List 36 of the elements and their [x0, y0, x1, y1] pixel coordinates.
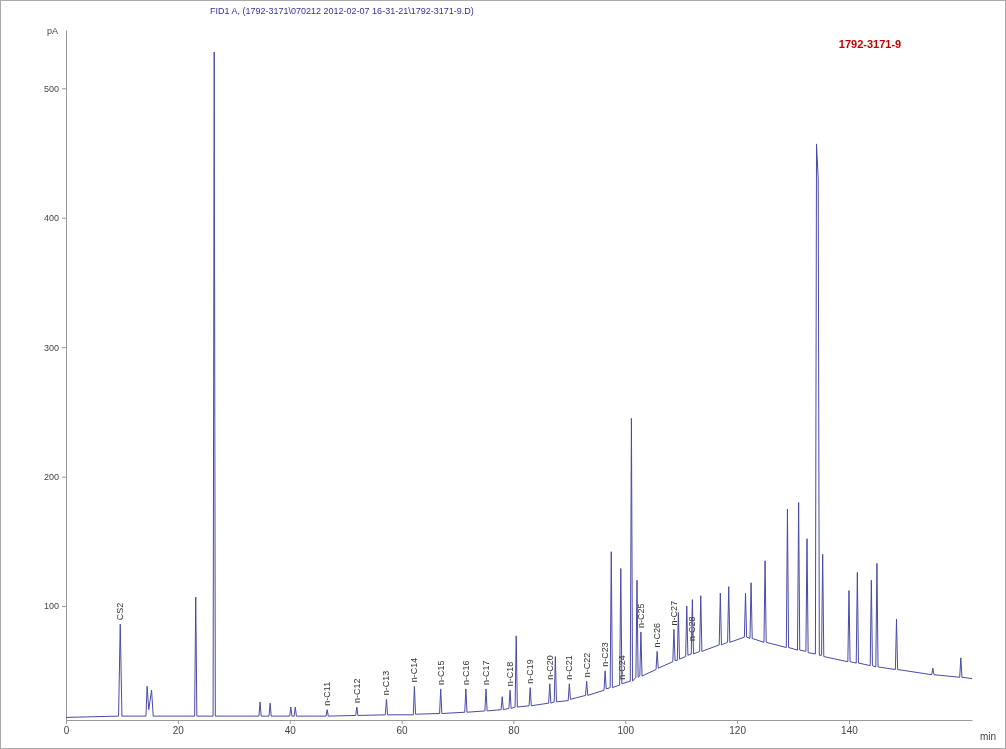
annotation: n-C23 — [600, 642, 611, 667]
annotation: n-C27 — [668, 600, 679, 626]
annotation: n-C19 — [525, 659, 536, 684]
x-axis-title: min — [980, 731, 997, 742]
x-tick-label: 80 — [508, 725, 520, 737]
annotation: n-C15 — [435, 660, 446, 685]
annotation: n-C16 — [460, 660, 471, 685]
annotation: n-C14 — [409, 657, 420, 683]
y-tick-label: 500 — [43, 83, 59, 94]
annotation: n-C22 — [581, 652, 592, 678]
annotation: n-C20 — [544, 655, 555, 680]
annotation: n-C25 — [635, 603, 646, 628]
y-axis-title: pA — [46, 26, 58, 36]
y-tick-label: 200 — [43, 472, 59, 482]
y-tick-label: 300 — [43, 342, 59, 353]
annotation: 1792-3171-9 — [838, 38, 902, 50]
annotation: n-C24 — [616, 655, 627, 680]
x-tick-label: 60 — [396, 725, 409, 737]
annotation: n-C21 — [564, 655, 575, 680]
annotation: n-C12 — [351, 678, 362, 704]
annotation: n-C28 — [687, 616, 698, 641]
annotation: CS2 — [115, 602, 126, 621]
x-tick-label: 20 — [172, 725, 185, 737]
annotation: n-C17 — [481, 660, 491, 685]
annotation: n-C18 — [505, 661, 516, 687]
chart-title: FID1 A, (1792-3171\070212 2012-02-07 16-31-21\1792-3171-9.D) — [210, 6, 474, 16]
x-tick-label: 0 — [63, 725, 70, 737]
annotation: n-C26 — [652, 622, 663, 648]
y-tick-label: 400 — [43, 213, 59, 224]
x-tick-label: 40 — [284, 725, 297, 737]
annotation: n-C13 — [381, 670, 392, 696]
y-tick-label: 100 — [43, 601, 59, 612]
x-tick-label: 120 — [729, 725, 747, 737]
annotation: n-C11 — [322, 681, 333, 706]
x-tick-label: 140 — [841, 725, 859, 737]
x-tick-label: 100 — [617, 725, 635, 737]
